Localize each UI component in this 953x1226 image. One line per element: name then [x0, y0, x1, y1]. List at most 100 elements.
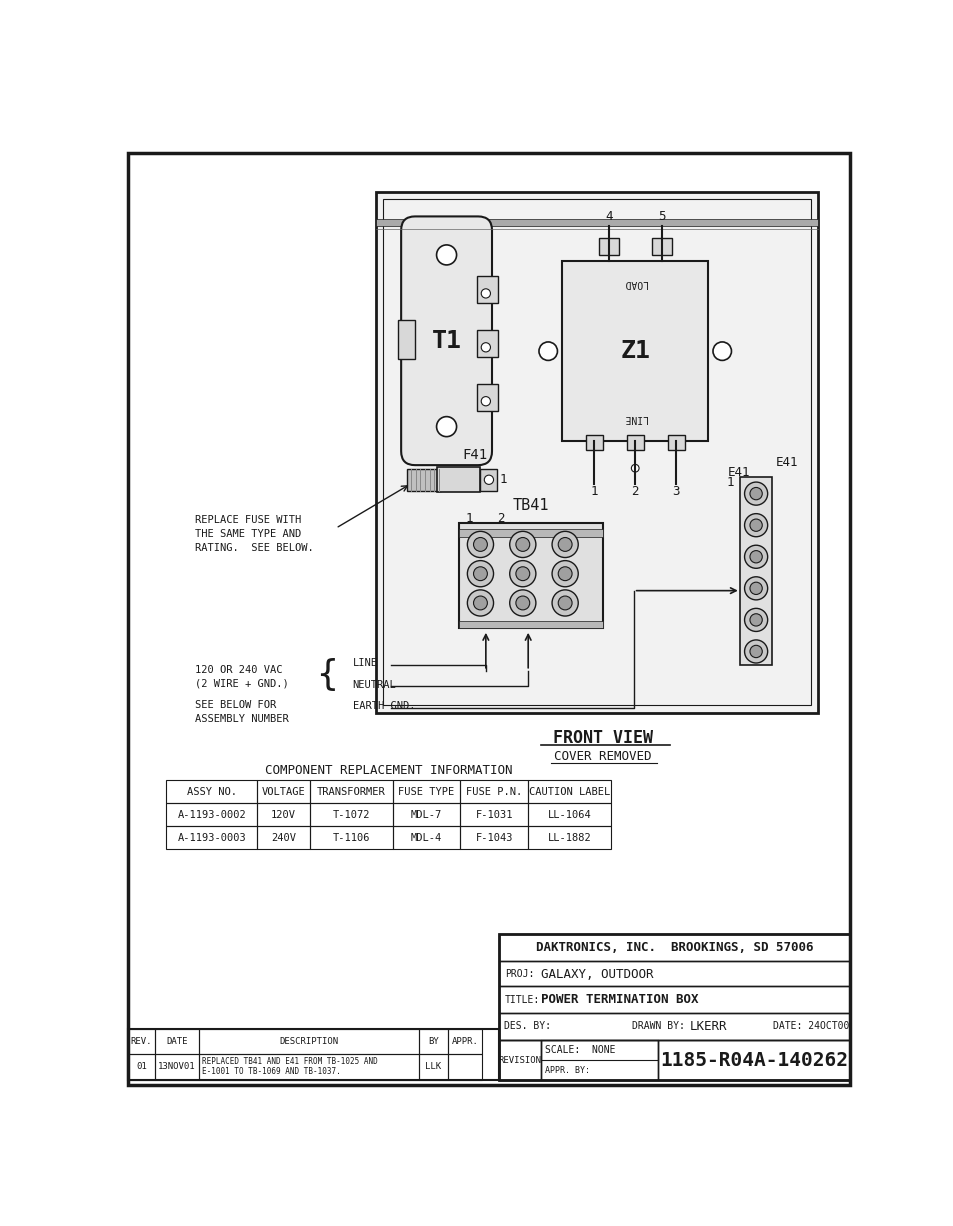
- Circle shape: [467, 560, 493, 587]
- Text: F-1043: F-1043: [475, 832, 513, 842]
- Text: E-1001 TO TB-1069 AND TB-1037.: E-1001 TO TB-1069 AND TB-1037.: [202, 1068, 341, 1076]
- Bar: [476, 276, 497, 303]
- Text: POWER TERMINATION BOX: POWER TERMINATION BOX: [540, 993, 698, 1007]
- Circle shape: [749, 645, 761, 657]
- Text: 120 OR 240 VAC
(2 WIRE + GND.): 120 OR 240 VAC (2 WIRE + GND.): [194, 664, 288, 689]
- Circle shape: [436, 245, 456, 265]
- Text: APPR.: APPR.: [451, 1037, 478, 1046]
- Text: ASSY NO.: ASSY NO.: [187, 787, 236, 797]
- Circle shape: [509, 590, 536, 615]
- Text: 01: 01: [135, 1063, 147, 1072]
- Text: LL-1064: LL-1064: [547, 809, 591, 820]
- Circle shape: [749, 614, 761, 626]
- Circle shape: [743, 576, 767, 600]
- Bar: [128, 1054, 154, 1080]
- Bar: [476, 384, 497, 411]
- Text: T1: T1: [431, 329, 461, 353]
- Circle shape: [538, 342, 557, 360]
- Text: PROJ:: PROJ:: [504, 969, 534, 980]
- Circle shape: [743, 546, 767, 569]
- Bar: [476, 330, 497, 357]
- Bar: [460, 803, 528, 826]
- Text: {: {: [316, 657, 337, 691]
- Bar: [740, 477, 772, 664]
- Text: SCALE:  NONE: SCALE: NONE: [544, 1046, 615, 1056]
- Bar: [418, 1054, 448, 1080]
- Text: 2: 2: [497, 511, 504, 525]
- Text: LINE: LINE: [353, 658, 377, 668]
- Text: 1: 1: [499, 473, 507, 487]
- Text: F-1031: F-1031: [475, 809, 513, 820]
- Bar: [128, 1029, 498, 1080]
- Bar: [667, 435, 684, 450]
- Text: LL-1882: LL-1882: [547, 832, 591, 842]
- Text: FUSE TYPE: FUSE TYPE: [398, 787, 455, 797]
- Bar: [458, 522, 602, 629]
- Circle shape: [509, 560, 536, 587]
- Text: A-1193-0003: A-1193-0003: [177, 832, 246, 842]
- Text: DATE: 24OCT00: DATE: 24OCT00: [772, 1021, 848, 1031]
- Bar: [498, 1041, 540, 1080]
- Bar: [397, 320, 415, 359]
- Bar: [128, 1029, 154, 1054]
- Text: 5: 5: [658, 210, 664, 223]
- Circle shape: [749, 488, 761, 500]
- Text: GALAXY, OUTDOOR: GALAXY, OUTDOOR: [540, 967, 653, 981]
- Circle shape: [631, 465, 639, 472]
- Text: COMPONENT REPLACEMENT INFORMATION: COMPONENT REPLACEMENT INFORMATION: [265, 764, 512, 777]
- Text: SEE BELOW FOR
ASSEMBLY NUMBER: SEE BELOW FOR ASSEMBLY NUMBER: [194, 700, 288, 725]
- Bar: [257, 803, 309, 826]
- Text: 120V: 120V: [271, 809, 295, 820]
- Bar: [651, 238, 671, 255]
- Circle shape: [509, 531, 536, 558]
- Text: 1: 1: [590, 484, 598, 498]
- Text: 4: 4: [604, 210, 612, 223]
- Circle shape: [749, 582, 761, 595]
- Bar: [199, 1054, 418, 1080]
- Bar: [166, 780, 257, 803]
- Circle shape: [743, 482, 767, 505]
- Bar: [460, 780, 528, 803]
- Bar: [418, 1029, 448, 1054]
- Circle shape: [473, 596, 487, 609]
- Circle shape: [743, 608, 767, 631]
- Text: Z1: Z1: [619, 340, 650, 363]
- Circle shape: [558, 596, 572, 609]
- Text: DRAWN BY:: DRAWN BY:: [632, 1021, 684, 1031]
- Circle shape: [473, 566, 487, 581]
- Bar: [626, 435, 643, 450]
- Text: COVER REMOVED: COVER REMOVED: [554, 750, 651, 764]
- Circle shape: [516, 566, 529, 581]
- Bar: [585, 435, 602, 450]
- Text: 1185-R04A-140262: 1185-R04A-140262: [659, 1051, 847, 1070]
- Text: DESCRIPTION: DESCRIPTION: [279, 1037, 338, 1046]
- Circle shape: [516, 596, 529, 609]
- Text: CAUTION LABEL: CAUTION LABEL: [529, 787, 610, 797]
- Bar: [166, 826, 257, 850]
- Text: 240V: 240V: [271, 832, 295, 842]
- Bar: [393, 803, 460, 826]
- Circle shape: [552, 560, 578, 587]
- Text: FUSE P.N.: FUSE P.N.: [466, 787, 522, 797]
- Bar: [460, 826, 528, 850]
- Circle shape: [480, 396, 490, 406]
- Bar: [448, 1054, 481, 1080]
- Circle shape: [712, 342, 731, 360]
- Text: LINE: LINE: [623, 413, 646, 423]
- Text: 3: 3: [672, 484, 679, 498]
- Text: LKERR: LKERR: [689, 1020, 727, 1034]
- Circle shape: [749, 550, 761, 563]
- Text: MDL-4: MDL-4: [411, 832, 442, 842]
- Bar: [309, 803, 393, 826]
- Bar: [528, 826, 611, 850]
- Bar: [498, 934, 849, 961]
- Bar: [375, 218, 818, 227]
- Bar: [383, 200, 810, 705]
- Bar: [528, 780, 611, 803]
- Bar: [498, 961, 849, 987]
- Bar: [448, 1029, 481, 1054]
- Text: REPLACED TB41 AND E41 FROM TB-1025 AND: REPLACED TB41 AND E41 FROM TB-1025 AND: [202, 1057, 377, 1067]
- Text: LOAD: LOAD: [623, 277, 646, 288]
- Circle shape: [552, 531, 578, 558]
- Bar: [598, 238, 618, 255]
